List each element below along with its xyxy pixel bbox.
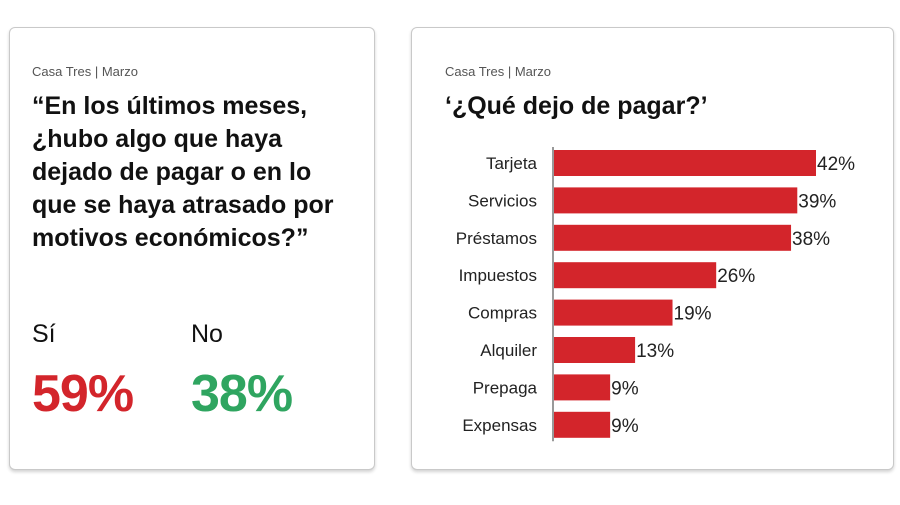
yes-label: Sí xyxy=(32,320,56,348)
category-label: Servicios xyxy=(468,191,537,210)
survey-question: “En los últimos meses, ¿hubo algo que ha… xyxy=(32,92,334,252)
value-label: 42% xyxy=(817,154,855,175)
value-label: 19% xyxy=(674,304,712,325)
bar-compras xyxy=(554,299,673,326)
value-label: 9% xyxy=(611,378,639,399)
value-label: 9% xyxy=(611,416,639,437)
bar-prepaga xyxy=(554,374,611,401)
value-label: 26% xyxy=(717,266,755,287)
chart-card: Casa Tres | Marzo ‘¿Qué dejo de pagar?’ … xyxy=(411,27,894,470)
bar-chart: Tarjeta 42% Servicios 39% Préstamos 38% Impues… xyxy=(456,147,855,442)
value-label: 39% xyxy=(798,191,836,212)
category-label: Prepaga xyxy=(473,378,538,397)
bar-impuestos xyxy=(554,262,717,289)
no-percentage: 38% xyxy=(191,365,293,423)
survey-question-card: Casa Tres | Marzo “En los últimos meses,… xyxy=(9,27,375,470)
bar-préstamos xyxy=(554,224,792,251)
category-label: Compras xyxy=(468,304,537,323)
value-label: 38% xyxy=(792,229,830,250)
source-label: Casa Tres | Marzo xyxy=(445,64,551,79)
bar-expensas xyxy=(554,411,611,438)
value-label: 13% xyxy=(636,341,674,362)
source-label: Casa Tres | Marzo xyxy=(32,64,138,79)
category-label: Tarjeta xyxy=(486,154,538,173)
category-label: Préstamos xyxy=(456,229,537,248)
chart-title: ‘¿Qué dejo de pagar?’ xyxy=(445,92,708,120)
category-label: Impuestos xyxy=(459,266,537,285)
bar-alquiler xyxy=(554,337,636,363)
category-label: Expensas xyxy=(462,416,537,435)
category-label: Alquiler xyxy=(480,341,537,360)
yes-percentage: 59% xyxy=(32,365,134,423)
bar-servicios xyxy=(554,187,798,214)
bar-tarjeta xyxy=(554,150,816,176)
no-label: No xyxy=(191,320,223,348)
